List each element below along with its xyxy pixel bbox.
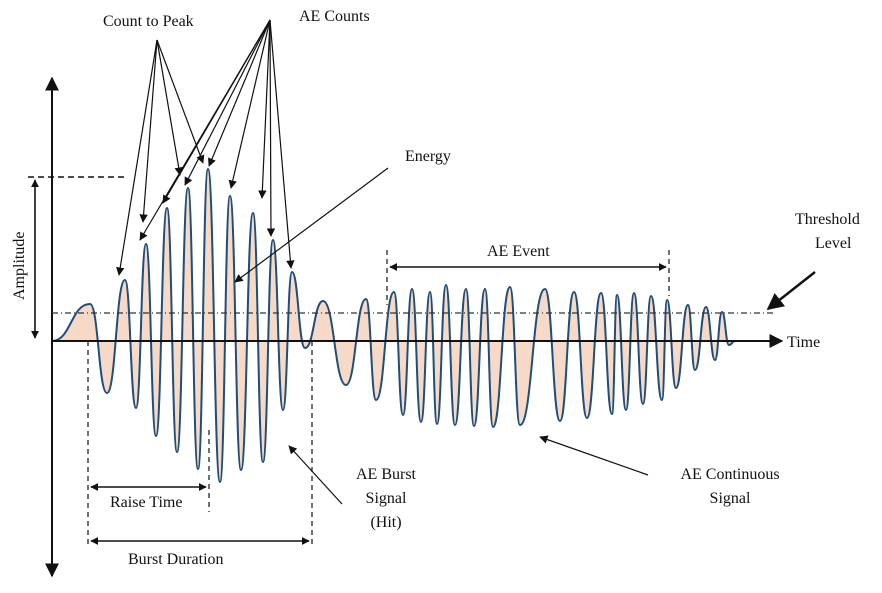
ae-counts-arrow: [258, 19, 271, 199]
time-axis-label: Time: [787, 334, 820, 351]
count-to-peak-arrow: [156, 39, 183, 176]
ae-counts-arrow: [184, 19, 271, 186]
burst-signal-label-line3: (Hit): [370, 514, 401, 531]
amplitude-axis-label: Amplitude: [11, 232, 28, 300]
ae-counts-arrow: [269, 19, 295, 269]
count-to-peak-arrow: [139, 39, 158, 223]
ae-counts-arrow: [228, 19, 271, 189]
ae-counts-arrow: [162, 19, 271, 204]
energy-label: Energy: [405, 148, 451, 165]
ae-event-label: AE Event: [487, 243, 550, 260]
ae-counts-arrow: [266, 19, 276, 237]
threshold-pointer-arrow: [766, 271, 816, 311]
burst-duration-label: Burst Duration: [128, 551, 224, 568]
ae-counts-label: AE Counts: [299, 8, 370, 25]
burst-pointer-arrow: [288, 445, 343, 505]
count-to-peak-pointers: [116, 39, 205, 276]
continuous-signal-label-line1: AE Continuous: [680, 466, 779, 483]
raise-time-label: Raise Time: [110, 494, 182, 511]
continuous-pointer-arrow: [539, 435, 649, 476]
continuous-signal-label-line2: Signal: [710, 490, 751, 507]
count-to-peak-arrow: [156, 39, 205, 164]
threshold-label-line2: Level: [815, 235, 852, 252]
count-to-peak-arrow: [116, 39, 158, 276]
burst-signal-label-line2: Signal: [366, 490, 407, 507]
threshold-label-line1: Threshold: [795, 211, 860, 228]
ae-waveform: [51, 168, 736, 483]
count-to-peak-label: Count to Peak: [103, 13, 194, 30]
burst-signal-label-line1: AE Burst: [356, 466, 417, 483]
ae-counts-arrow: [208, 19, 271, 167]
energy-pointer-arrow: [234, 167, 389, 283]
energy-area-fill: [52, 169, 735, 482]
ae-counts-pointers: [139, 19, 295, 269]
